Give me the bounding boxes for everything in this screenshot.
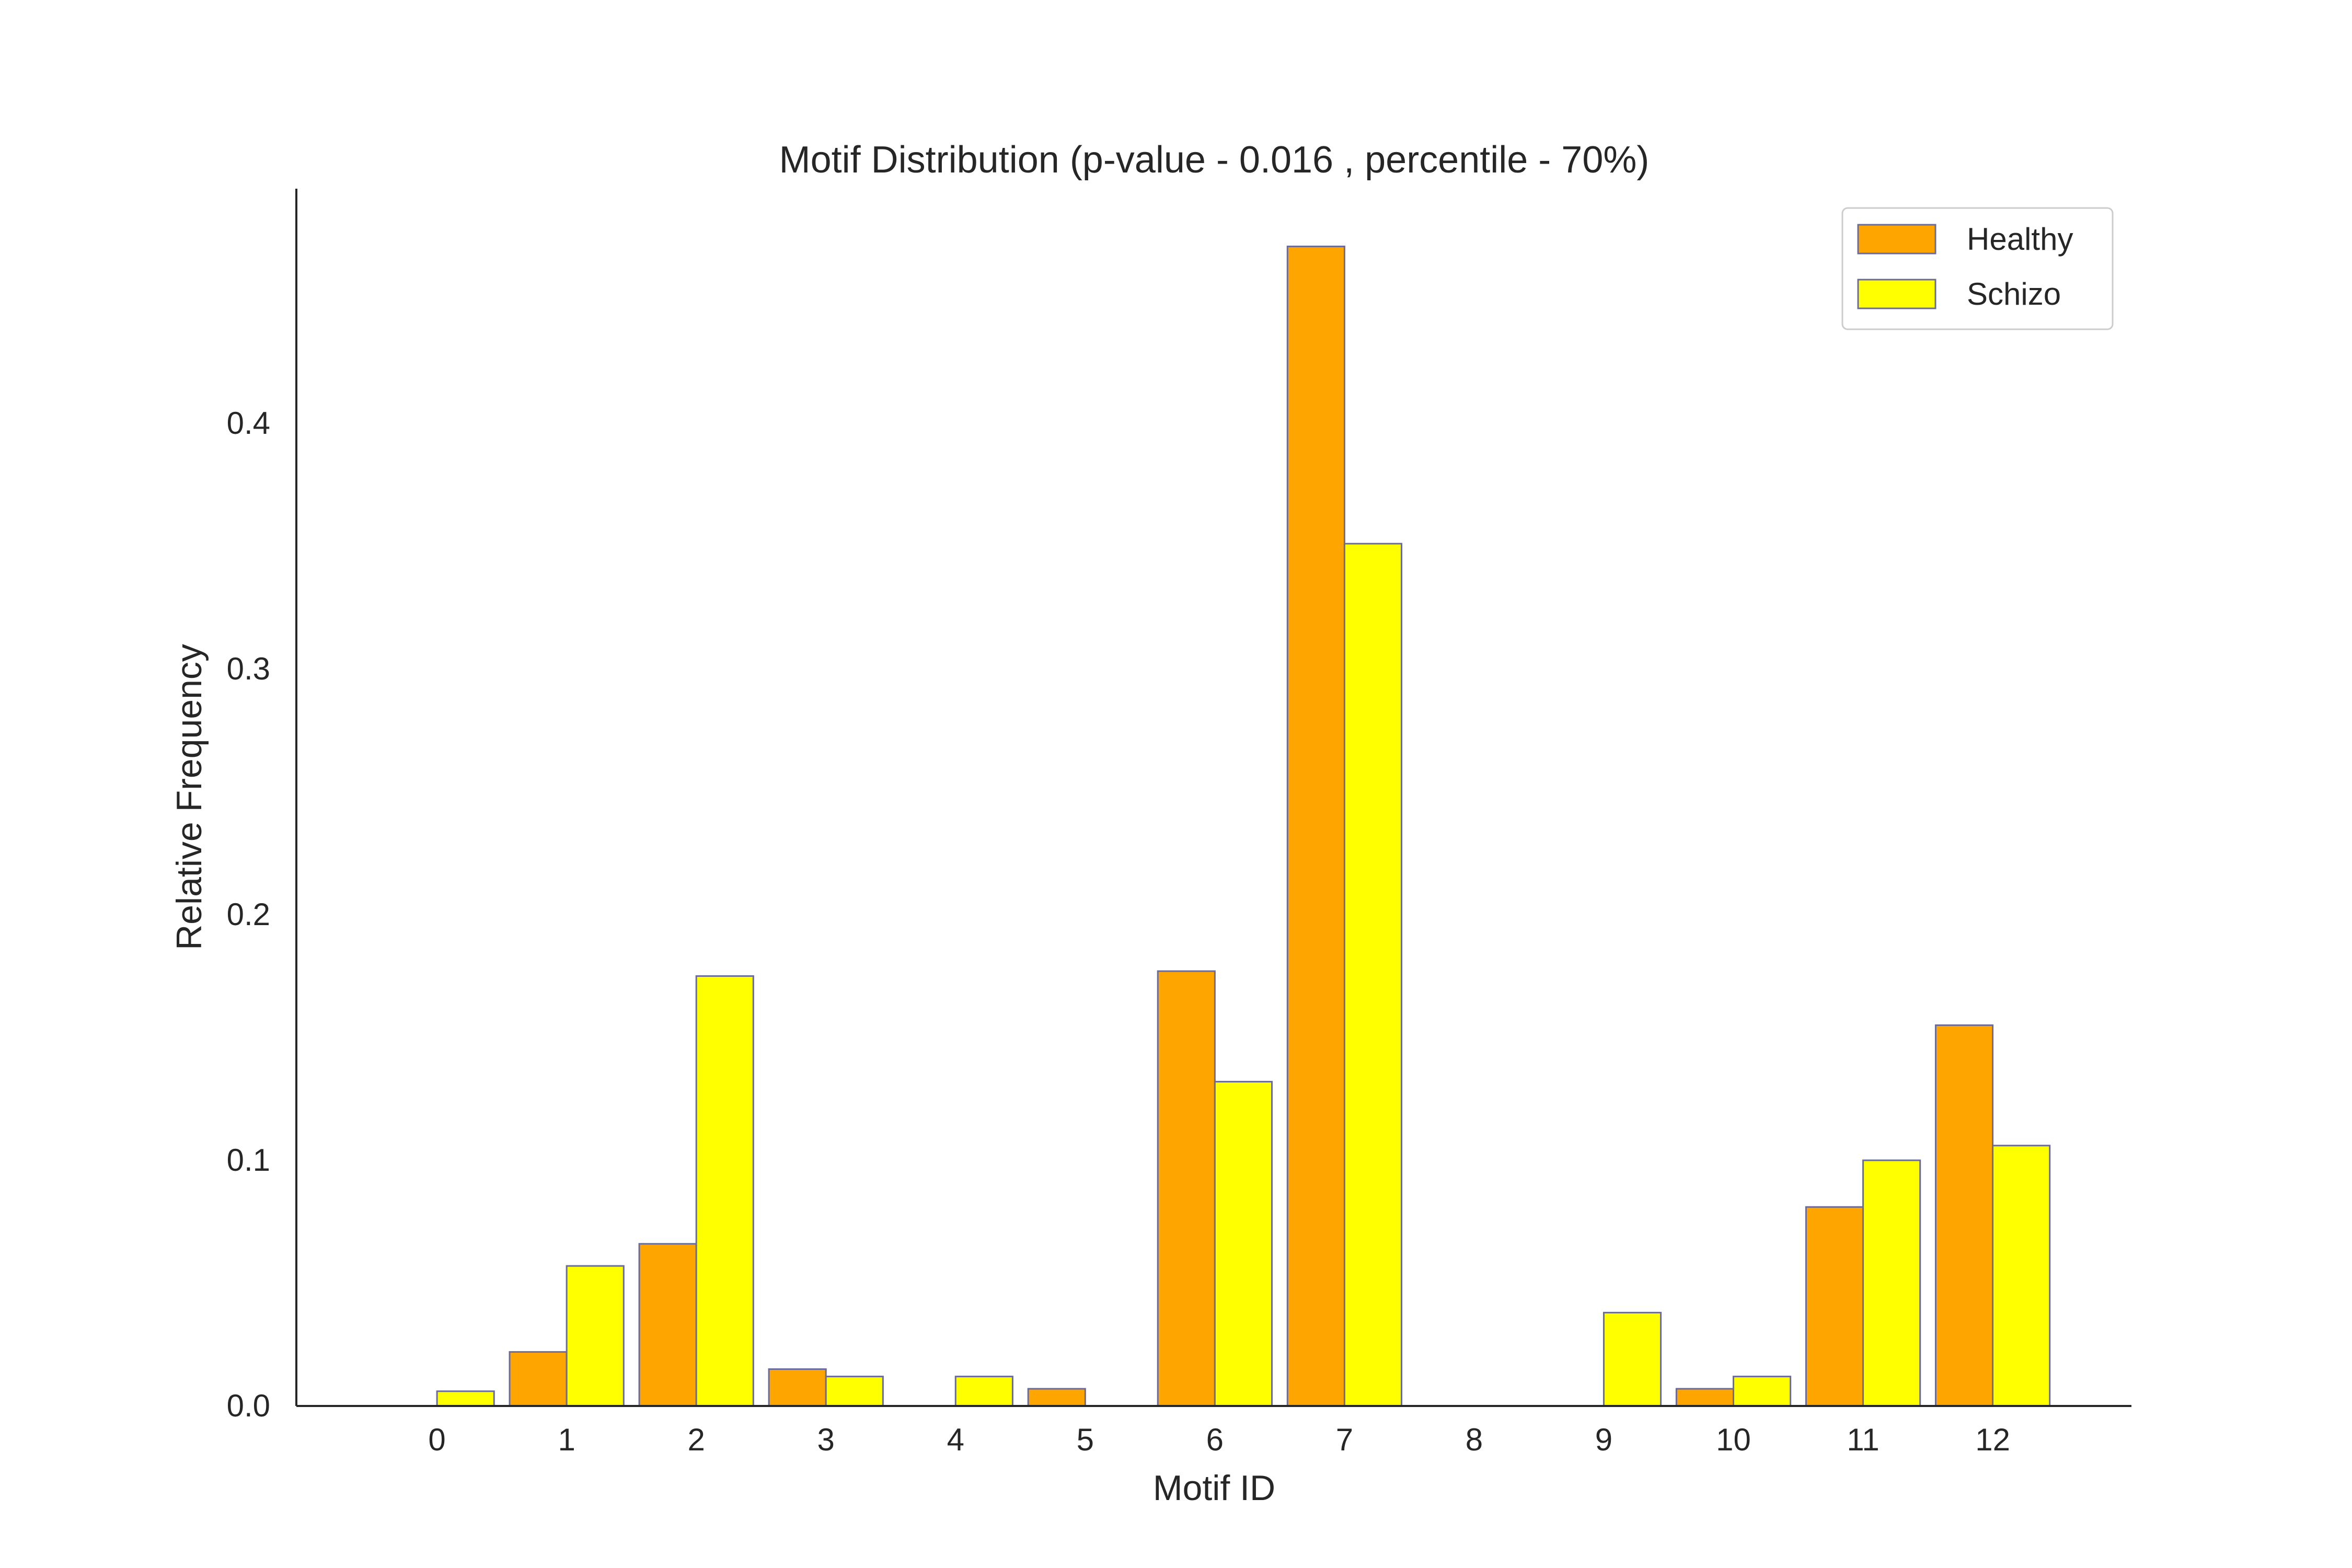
- x-tick-label: 12: [1975, 1422, 2010, 1457]
- y-tick-label: 0.1: [227, 1143, 270, 1178]
- bar-healthy-10: [1675, 1388, 1735, 1407]
- bar-schizo-4: [954, 1376, 1013, 1407]
- x-tick-label: 4: [947, 1422, 964, 1457]
- x-tick-label: 11: [1847, 1422, 1879, 1457]
- x-tick-label: 5: [1077, 1422, 1094, 1457]
- y-tick-label: 0.4: [227, 406, 270, 441]
- y-tick-label: 0.2: [227, 897, 270, 932]
- bar-schizo-6: [1214, 1081, 1273, 1407]
- x-tick-label: 2: [688, 1422, 705, 1457]
- x-tick-label: 6: [1206, 1422, 1224, 1457]
- bar-schizo-12: [1992, 1145, 2051, 1407]
- legend-label-healthy: Healthy: [1967, 222, 2073, 257]
- bar-healthy-6: [1157, 970, 1216, 1407]
- bar-schizo-0: [436, 1390, 495, 1407]
- bar-healthy-1: [509, 1351, 568, 1407]
- legend-swatch-schizo: [1857, 279, 1936, 309]
- x-tick-label: 10: [1716, 1422, 1751, 1457]
- x-tick-label: 3: [817, 1422, 835, 1457]
- x-tick-label: 8: [1466, 1422, 1483, 1457]
- chart-title: Motif Distribution (p-value - 0.016 , pe…: [779, 139, 1650, 181]
- bar-healthy-3: [768, 1368, 827, 1407]
- y-axis-label: Relative Frequency: [169, 644, 209, 950]
- bar-healthy-11: [1805, 1206, 1864, 1407]
- x-tick-label: 9: [1595, 1422, 1612, 1457]
- x-tick-label: 0: [428, 1422, 445, 1457]
- bar-schizo-7: [1343, 543, 1403, 1407]
- bar-schizo-9: [1602, 1311, 1662, 1407]
- bar-healthy-7: [1286, 245, 1345, 1407]
- x-tick-label: 1: [558, 1422, 575, 1457]
- bar-healthy-5: [1027, 1388, 1086, 1407]
- bar-schizo-11: [1862, 1159, 1921, 1407]
- legend-swatch-healthy: [1857, 224, 1936, 255]
- bar-schizo-3: [825, 1376, 884, 1407]
- x-axis-label: Motif ID: [1153, 1468, 1275, 1508]
- legend-label-schizo: Schizo: [1967, 276, 2061, 312]
- x-tick-label: 7: [1336, 1422, 1353, 1457]
- legend: Healthy Schizo: [1841, 207, 2114, 330]
- y-tick-label: 0.0: [227, 1388, 270, 1423]
- bar-schizo-1: [566, 1265, 625, 1407]
- bar-healthy-12: [1934, 1024, 1994, 1407]
- bar-schizo-2: [695, 975, 754, 1407]
- bar-healthy-2: [638, 1243, 697, 1407]
- bar-schizo-10: [1733, 1376, 1792, 1407]
- y-tick-label: 0.3: [227, 651, 270, 686]
